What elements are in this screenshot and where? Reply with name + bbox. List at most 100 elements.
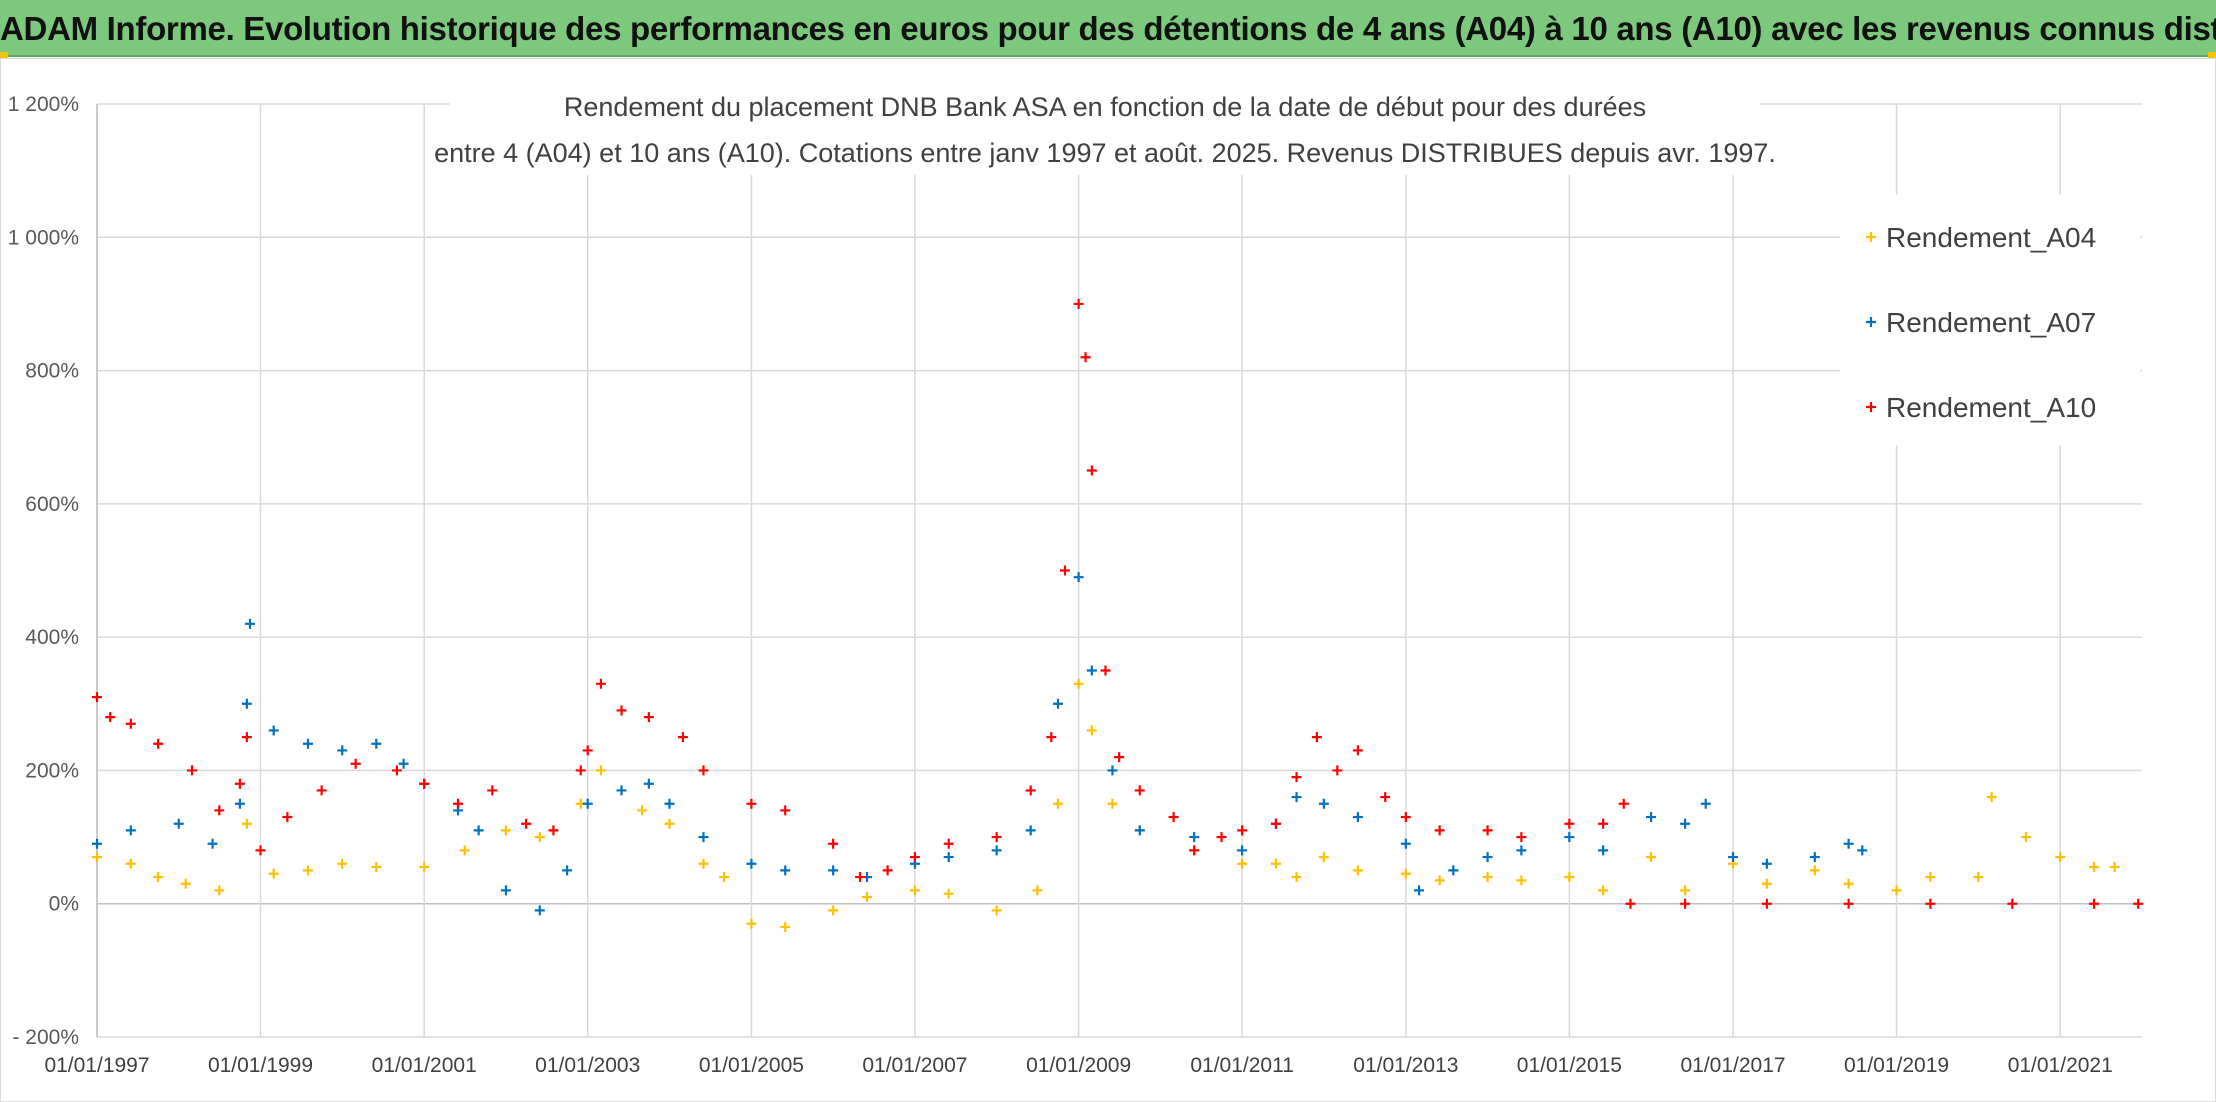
legend-background — [1840, 195, 2140, 445]
data-point — [453, 798, 464, 809]
y-tick-label: 800% — [25, 360, 79, 383]
data-point — [1168, 812, 1179, 823]
data-point — [1564, 818, 1575, 829]
data-point — [1352, 745, 1363, 756]
data-point — [241, 732, 252, 743]
data-point — [991, 905, 1002, 916]
data-point — [459, 845, 470, 856]
data-point — [1086, 465, 1097, 476]
data-point — [105, 712, 116, 723]
data-point — [1700, 798, 1711, 809]
data-point — [1516, 875, 1527, 886]
y-tick-label: 600% — [25, 493, 79, 516]
data-point — [1291, 792, 1302, 803]
data-point — [500, 825, 511, 836]
chart-title: Rendement du placement DNB Bank ASA en f… — [434, 85, 1776, 175]
data-point — [1380, 792, 1391, 803]
data-point — [1053, 698, 1064, 709]
data-point — [1400, 838, 1411, 849]
data-point — [1434, 875, 1445, 886]
x-tick-label: 01/01/2017 — [1680, 1054, 1785, 1077]
data-point — [1761, 898, 1772, 909]
data-point — [1332, 765, 1343, 776]
data-point — [616, 785, 627, 796]
data-point — [1761, 858, 1772, 869]
data-point — [861, 892, 872, 903]
data-point — [1516, 845, 1527, 856]
data-point — [1598, 845, 1609, 856]
data-point — [1073, 678, 1084, 689]
legend-marker — [1866, 402, 1876, 412]
data-point — [1318, 798, 1329, 809]
y-tick-label: 200% — [25, 759, 79, 782]
data-point — [1646, 852, 1657, 863]
data-point — [698, 832, 709, 843]
data-point — [828, 838, 839, 849]
x-axis-ticks: 01/01/1997 01/01/1999 01/01/2001 01/01/2003… — [44, 1054, 2112, 1077]
data-point — [1400, 868, 1411, 879]
data-point — [371, 862, 382, 873]
data-point — [1073, 572, 1084, 583]
data-point — [882, 865, 893, 876]
data-point — [173, 818, 184, 829]
legend-marker — [1866, 232, 1876, 242]
data-point — [302, 738, 313, 749]
data-point — [473, 825, 484, 836]
data-point — [1046, 732, 1057, 743]
data-points — [92, 298, 2144, 933]
y-tick-label: 1 200% — [8, 93, 79, 116]
data-point — [153, 872, 164, 883]
data-point — [125, 825, 136, 836]
data-point — [1843, 878, 1854, 889]
data-point — [2055, 852, 2066, 863]
data-point — [828, 865, 839, 876]
data-point — [855, 872, 866, 883]
data-point — [2089, 862, 2100, 873]
data-point — [616, 705, 627, 716]
data-point — [391, 765, 402, 776]
data-point — [1270, 818, 1281, 829]
data-point — [1270, 858, 1281, 869]
data-point — [1352, 865, 1363, 876]
data-point — [1598, 818, 1609, 829]
legend-label: Rendement_A07 — [1886, 307, 2096, 338]
data-point — [991, 845, 1002, 856]
data-point — [595, 678, 606, 689]
data-point — [1891, 885, 1902, 896]
data-point — [1134, 785, 1145, 796]
data-point — [943, 852, 954, 863]
data-point — [268, 868, 279, 879]
data-point — [1986, 792, 1997, 803]
data-point — [125, 718, 136, 729]
data-point — [92, 692, 102, 703]
x-tick-label: 01/01/1997 — [44, 1054, 149, 1077]
data-point — [1618, 798, 1629, 809]
data-point — [1625, 898, 1636, 909]
data-point — [419, 778, 430, 789]
chart-title-line-2: entre 4 (A04) et 10 ans (A10). Cotations… — [434, 138, 1776, 168]
data-point — [534, 832, 545, 843]
series-Rendement_A10 — [92, 298, 2144, 909]
data-point — [1925, 872, 1936, 883]
x-tick-label: 01/01/2009 — [1026, 1054, 1131, 1077]
data-point — [575, 765, 586, 776]
data-point — [1291, 872, 1302, 883]
data-point — [1025, 825, 1036, 836]
data-point — [909, 852, 920, 863]
x-tick-label: 01/01/2015 — [1517, 1054, 1622, 1077]
y-tick-label: 400% — [25, 626, 79, 649]
data-point — [1216, 832, 1227, 843]
y-tick-label: 0% — [49, 893, 79, 916]
data-point — [1086, 725, 1097, 736]
data-point — [1352, 812, 1363, 823]
x-tick-label: 01/01/2011 — [1190, 1054, 1294, 1077]
data-point — [1516, 832, 1527, 843]
data-point — [1564, 872, 1575, 883]
data-point — [1434, 825, 1445, 836]
data-point — [909, 885, 920, 896]
data-point — [1448, 865, 1459, 876]
data-point — [255, 845, 266, 856]
data-point — [1311, 732, 1322, 743]
data-point — [521, 818, 532, 829]
page-title: ADAM Informe. Evolution historique des p… — [0, 10, 2216, 47]
